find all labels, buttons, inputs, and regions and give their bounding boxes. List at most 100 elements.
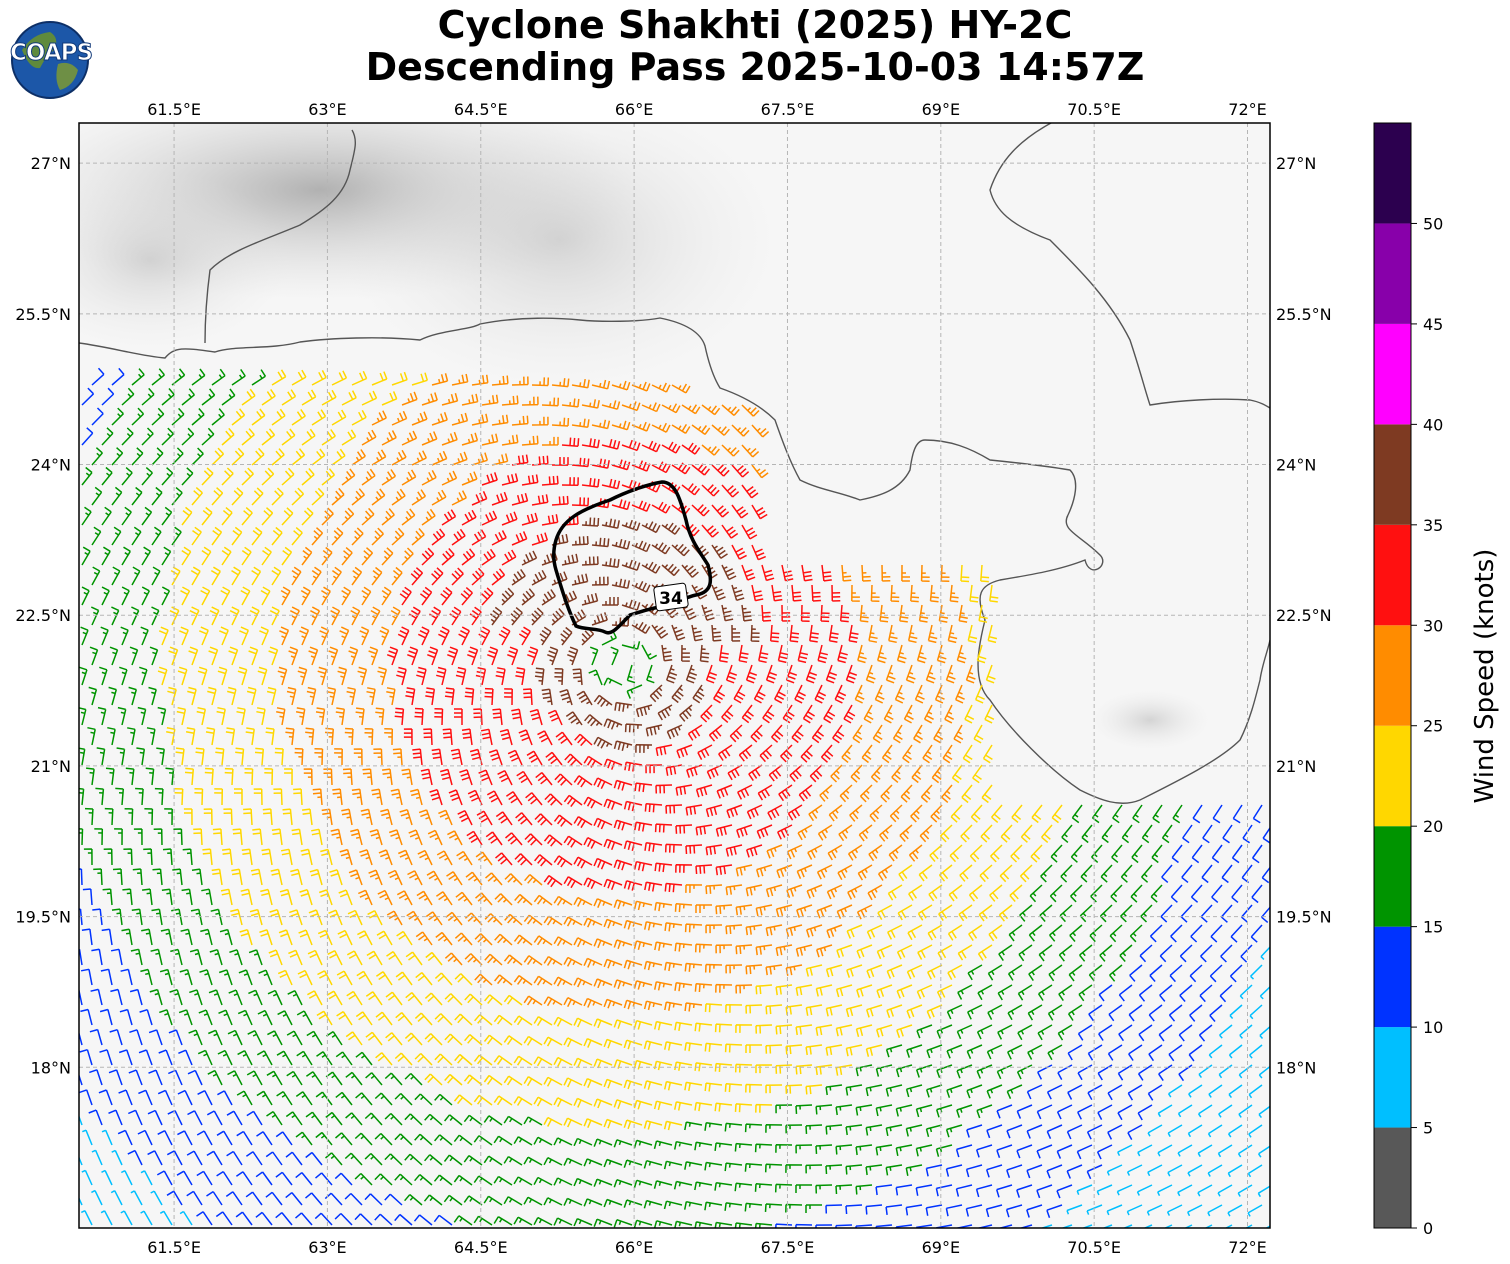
- wind-barb: [1096, 1144, 1113, 1160]
- wind-barb: [591, 612, 608, 626]
- lon-tick-label-bottom: 72°E: [1228, 1238, 1266, 1257]
- wind-barb: [896, 984, 913, 999]
- wind-barb: [553, 1177, 573, 1186]
- wind-barb: [381, 430, 397, 446]
- wind-barb: [563, 997, 583, 1008]
- wind-barb: [180, 586, 191, 606]
- wind-barb: [285, 1111, 303, 1126]
- wind-barb: [1058, 984, 1073, 1002]
- wind-barb: [593, 1178, 613, 1187]
- wind-barb: [583, 755, 603, 768]
- colorbar-tick-label: 30: [1423, 616, 1443, 635]
- wind-barb: [351, 788, 363, 806]
- wind-barb: [159, 1009, 173, 1026]
- wind-barb: [281, 428, 296, 446]
- wind-barb: [150, 948, 163, 966]
- wind-barb: [533, 894, 553, 906]
- wind-barb: [503, 1155, 523, 1166]
- wind-barb: [351, 409, 367, 426]
- wind-barb: [725, 844, 743, 857]
- wind-barb: [391, 371, 408, 386]
- wind-barb: [404, 1194, 423, 1206]
- wind-barb: [531, 455, 549, 466]
- wind-barb: [1106, 1204, 1123, 1216]
- wind-barb: [633, 940, 653, 950]
- wind-barb: [588, 669, 603, 686]
- wind-barb: [845, 1164, 863, 1175]
- wind-barb: [945, 1204, 963, 1217]
- wind-barb: [453, 1215, 473, 1226]
- wind-barb: [1046, 1124, 1063, 1140]
- wind-barb: [140, 1170, 153, 1186]
- wind-barb: [741, 404, 760, 417]
- wind-barb: [347, 909, 363, 926]
- wind-barb: [504, 913, 523, 926]
- wind-barb: [919, 824, 933, 843]
- wind-barb: [823, 704, 836, 724]
- colorbar-tick-label: 10: [1423, 1018, 1443, 1037]
- wind-barb: [466, 830, 483, 846]
- wind-barb: [815, 1024, 833, 1036]
- colorbar-segment: [1374, 1127, 1411, 1228]
- wind-barb: [834, 684, 847, 704]
- wind-barb: [451, 528, 466, 546]
- wind-barb: [523, 1196, 543, 1206]
- wind-barb: [694, 1141, 713, 1151]
- wind-barb: [945, 1124, 963, 1138]
- wind-barb: [421, 547, 435, 566]
- wind-barb: [478, 626, 491, 646]
- wind-barb: [879, 604, 889, 623]
- wind-barb: [825, 664, 838, 684]
- wind-barb: [219, 626, 229, 646]
- wind-barb: [386, 687, 396, 706]
- wind-barb: [835, 1144, 853, 1155]
- wind-barb: [1247, 1164, 1263, 1178]
- wind-barb: [666, 724, 683, 740]
- wind-barb: [365, 1072, 383, 1086]
- wind-barb: [593, 898, 613, 908]
- wind-barb: [681, 564, 699, 578]
- wind-barb: [1170, 924, 1183, 943]
- wind-barb: [981, 784, 993, 804]
- wind-barb: [815, 944, 833, 958]
- wind-barb: [341, 507, 355, 526]
- wind-barb: [1036, 1144, 1053, 1159]
- wind-barb: [541, 688, 553, 706]
- wind-barb: [1027, 1044, 1043, 1060]
- wind-barb: [1008, 924, 1023, 942]
- wind-barb: [684, 1002, 703, 1012]
- wind-barb: [461, 471, 478, 486]
- wind-barb: [623, 999, 643, 1010]
- wind-barb: [529, 708, 543, 726]
- wind-barb: [543, 1036, 563, 1047]
- wind-barb: [870, 764, 883, 783]
- wind-barb: [387, 869, 403, 886]
- wind-barb: [521, 435, 539, 446]
- wind-barb: [581, 556, 599, 566]
- wind-barb: [611, 459, 631, 471]
- gridlines: [79, 123, 1270, 1228]
- wind-barb: [286, 686, 297, 706]
- wind-barb: [1117, 1104, 1133, 1121]
- lat-tick-label-right: 21°N: [1276, 757, 1316, 776]
- colorbar-tick-label: 20: [1423, 817, 1443, 836]
- wind-barb: [129, 646, 139, 666]
- wind-barb: [341, 390, 357, 406]
- wind-barb: [248, 949, 263, 966]
- wind-barb: [256, 1050, 273, 1066]
- wind-barb: [465, 871, 483, 886]
- wind-barb: [442, 728, 453, 746]
- wind-barb: [374, 1173, 393, 1186]
- wind-barb: [1031, 804, 1043, 824]
- wind-barb: [593, 857, 613, 870]
- wind-barb: [252, 828, 263, 846]
- wind-barb: [1239, 1024, 1253, 1039]
- wind-barb: [505, 832, 523, 846]
- wind-barb: [1251, 884, 1263, 904]
- wind-barb: [976, 1024, 993, 1040]
- wind-barb: [593, 694, 613, 708]
- wind-barb: [318, 889, 333, 906]
- wind-barb: [166, 727, 176, 746]
- wind-barb: [1192, 804, 1203, 824]
- wind-barb: [751, 544, 766, 561]
